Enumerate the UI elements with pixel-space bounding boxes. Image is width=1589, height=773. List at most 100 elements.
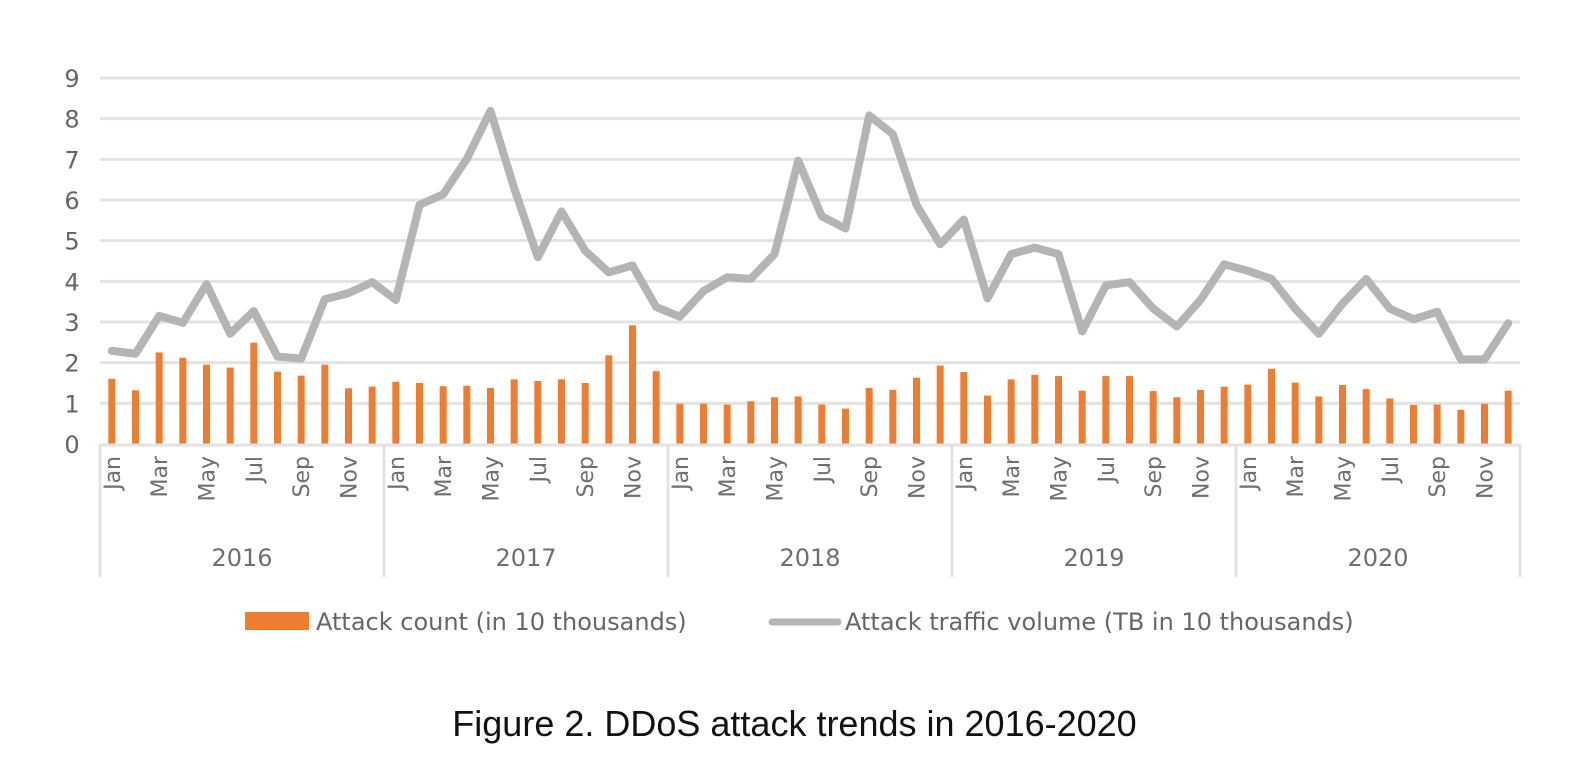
month-tick-label: Mar (716, 455, 741, 497)
month-tick-label: Jul (811, 456, 836, 485)
bar (1433, 404, 1441, 444)
bar (416, 383, 423, 444)
bar (960, 372, 968, 444)
bar (1197, 389, 1204, 444)
bar (463, 385, 471, 444)
bar (1102, 376, 1110, 444)
bar (439, 386, 447, 444)
bar (1410, 404, 1417, 444)
bar (676, 403, 684, 444)
bar (1149, 391, 1157, 444)
bar (345, 388, 352, 444)
bar (1220, 386, 1228, 444)
month-tick-label: Mar (1284, 455, 1309, 497)
y-tick-label: 2 (64, 350, 79, 378)
bar (1031, 374, 1039, 444)
bar (534, 380, 542, 444)
year-label: 2018 (779, 544, 840, 572)
bar (132, 390, 139, 444)
bar (274, 371, 281, 444)
traffic-volume-series-line (107, 106, 1513, 364)
month-tick-label: May (196, 456, 221, 501)
bar (818, 404, 826, 444)
legend-label-attack-count: Attack count (in 10 thousands) (316, 608, 687, 636)
month-tick-label: Mar (1000, 455, 1025, 497)
bar (747, 401, 755, 444)
month-tick-label: May (764, 456, 789, 501)
year-label: 2020 (1347, 544, 1408, 572)
bar (297, 375, 305, 444)
bar (368, 386, 376, 444)
x-axis: 2016 Jan Mar May Jul Sep Nov 2017 Jan Mar May Jul Se… (98, 443, 1522, 577)
month-tick-label: Jul (1379, 456, 1404, 485)
bar (558, 379, 565, 444)
y-tick-label: 1 (64, 390, 79, 418)
y-tick-label: 9 (64, 65, 79, 93)
bar (771, 397, 778, 444)
bar (510, 379, 518, 444)
y-tick-label: 7 (64, 146, 79, 174)
month-tick-label: May (1048, 456, 1073, 501)
bar (203, 364, 210, 444)
attack-count-bars (108, 325, 1512, 444)
month-tick-label: Mar (432, 455, 457, 497)
bar (1078, 390, 1086, 444)
bar (487, 387, 494, 444)
bar (1481, 403, 1488, 444)
y-axis-ticks: 0 1 2 3 4 5 6 7 8 9 (64, 65, 79, 459)
y-tick-label: 6 (64, 187, 79, 215)
month-tick-label: Jul (1095, 456, 1120, 485)
bar (842, 408, 849, 444)
month-tick-label: Sep (858, 456, 883, 497)
bar (1268, 368, 1275, 444)
bar (794, 396, 802, 444)
month-tick-label: Mar (148, 455, 173, 497)
bar (1007, 379, 1015, 444)
bar (1315, 396, 1323, 444)
month-tick-label: Nov (622, 456, 647, 499)
y-tick-label: 5 (64, 228, 79, 256)
month-tick-label: Nov (1190, 456, 1215, 499)
bar (889, 389, 897, 444)
bar (581, 383, 589, 444)
gridlines (100, 76, 1520, 405)
bar (700, 403, 707, 444)
month-tick-label: Nov (1474, 456, 1499, 499)
year-label: 2017 (495, 544, 556, 572)
y-tick-label: 8 (64, 106, 79, 134)
month-tick-label: Sep (574, 456, 599, 497)
bar (179, 357, 187, 444)
bar (629, 325, 636, 444)
month-tick-label: Jan (953, 456, 978, 492)
bar (1055, 376, 1062, 444)
bar (321, 364, 329, 444)
bar (865, 387, 873, 444)
legend-swatch-attack-count (245, 612, 309, 630)
bar (1173, 397, 1181, 444)
bar (250, 342, 258, 444)
bar (605, 355, 613, 444)
bar (1362, 389, 1370, 444)
month-tick-label: Sep (290, 456, 315, 497)
ddos-trend-chart: 0 1 2 3 4 5 6 7 8 9 2016 Jan Mar May Jul Sep Nov 2017 Jan… (64, 65, 1522, 636)
month-tick-label: Nov (906, 456, 931, 499)
bar (913, 377, 920, 444)
bar (1126, 376, 1133, 444)
bar (1339, 385, 1346, 444)
month-tick-label: Sep (1142, 456, 1167, 497)
y-tick-label: 0 (64, 431, 79, 459)
month-tick-label: Jul (527, 456, 552, 485)
month-tick-label: Nov (338, 456, 363, 499)
bar (652, 371, 660, 444)
year-label: 2016 (211, 544, 272, 572)
legend: Attack count (in 10 thousands) Attack tr… (245, 608, 1354, 636)
month-tick-label: Sep (1426, 456, 1451, 497)
bar (392, 381, 400, 444)
bar (108, 378, 116, 444)
month-tick-label: May (480, 456, 505, 501)
y-tick-label: 4 (64, 268, 79, 296)
bar (1291, 382, 1299, 444)
bar (226, 367, 234, 444)
traffic-volume-line (107, 106, 1513, 364)
year-label: 2019 (1063, 544, 1124, 572)
